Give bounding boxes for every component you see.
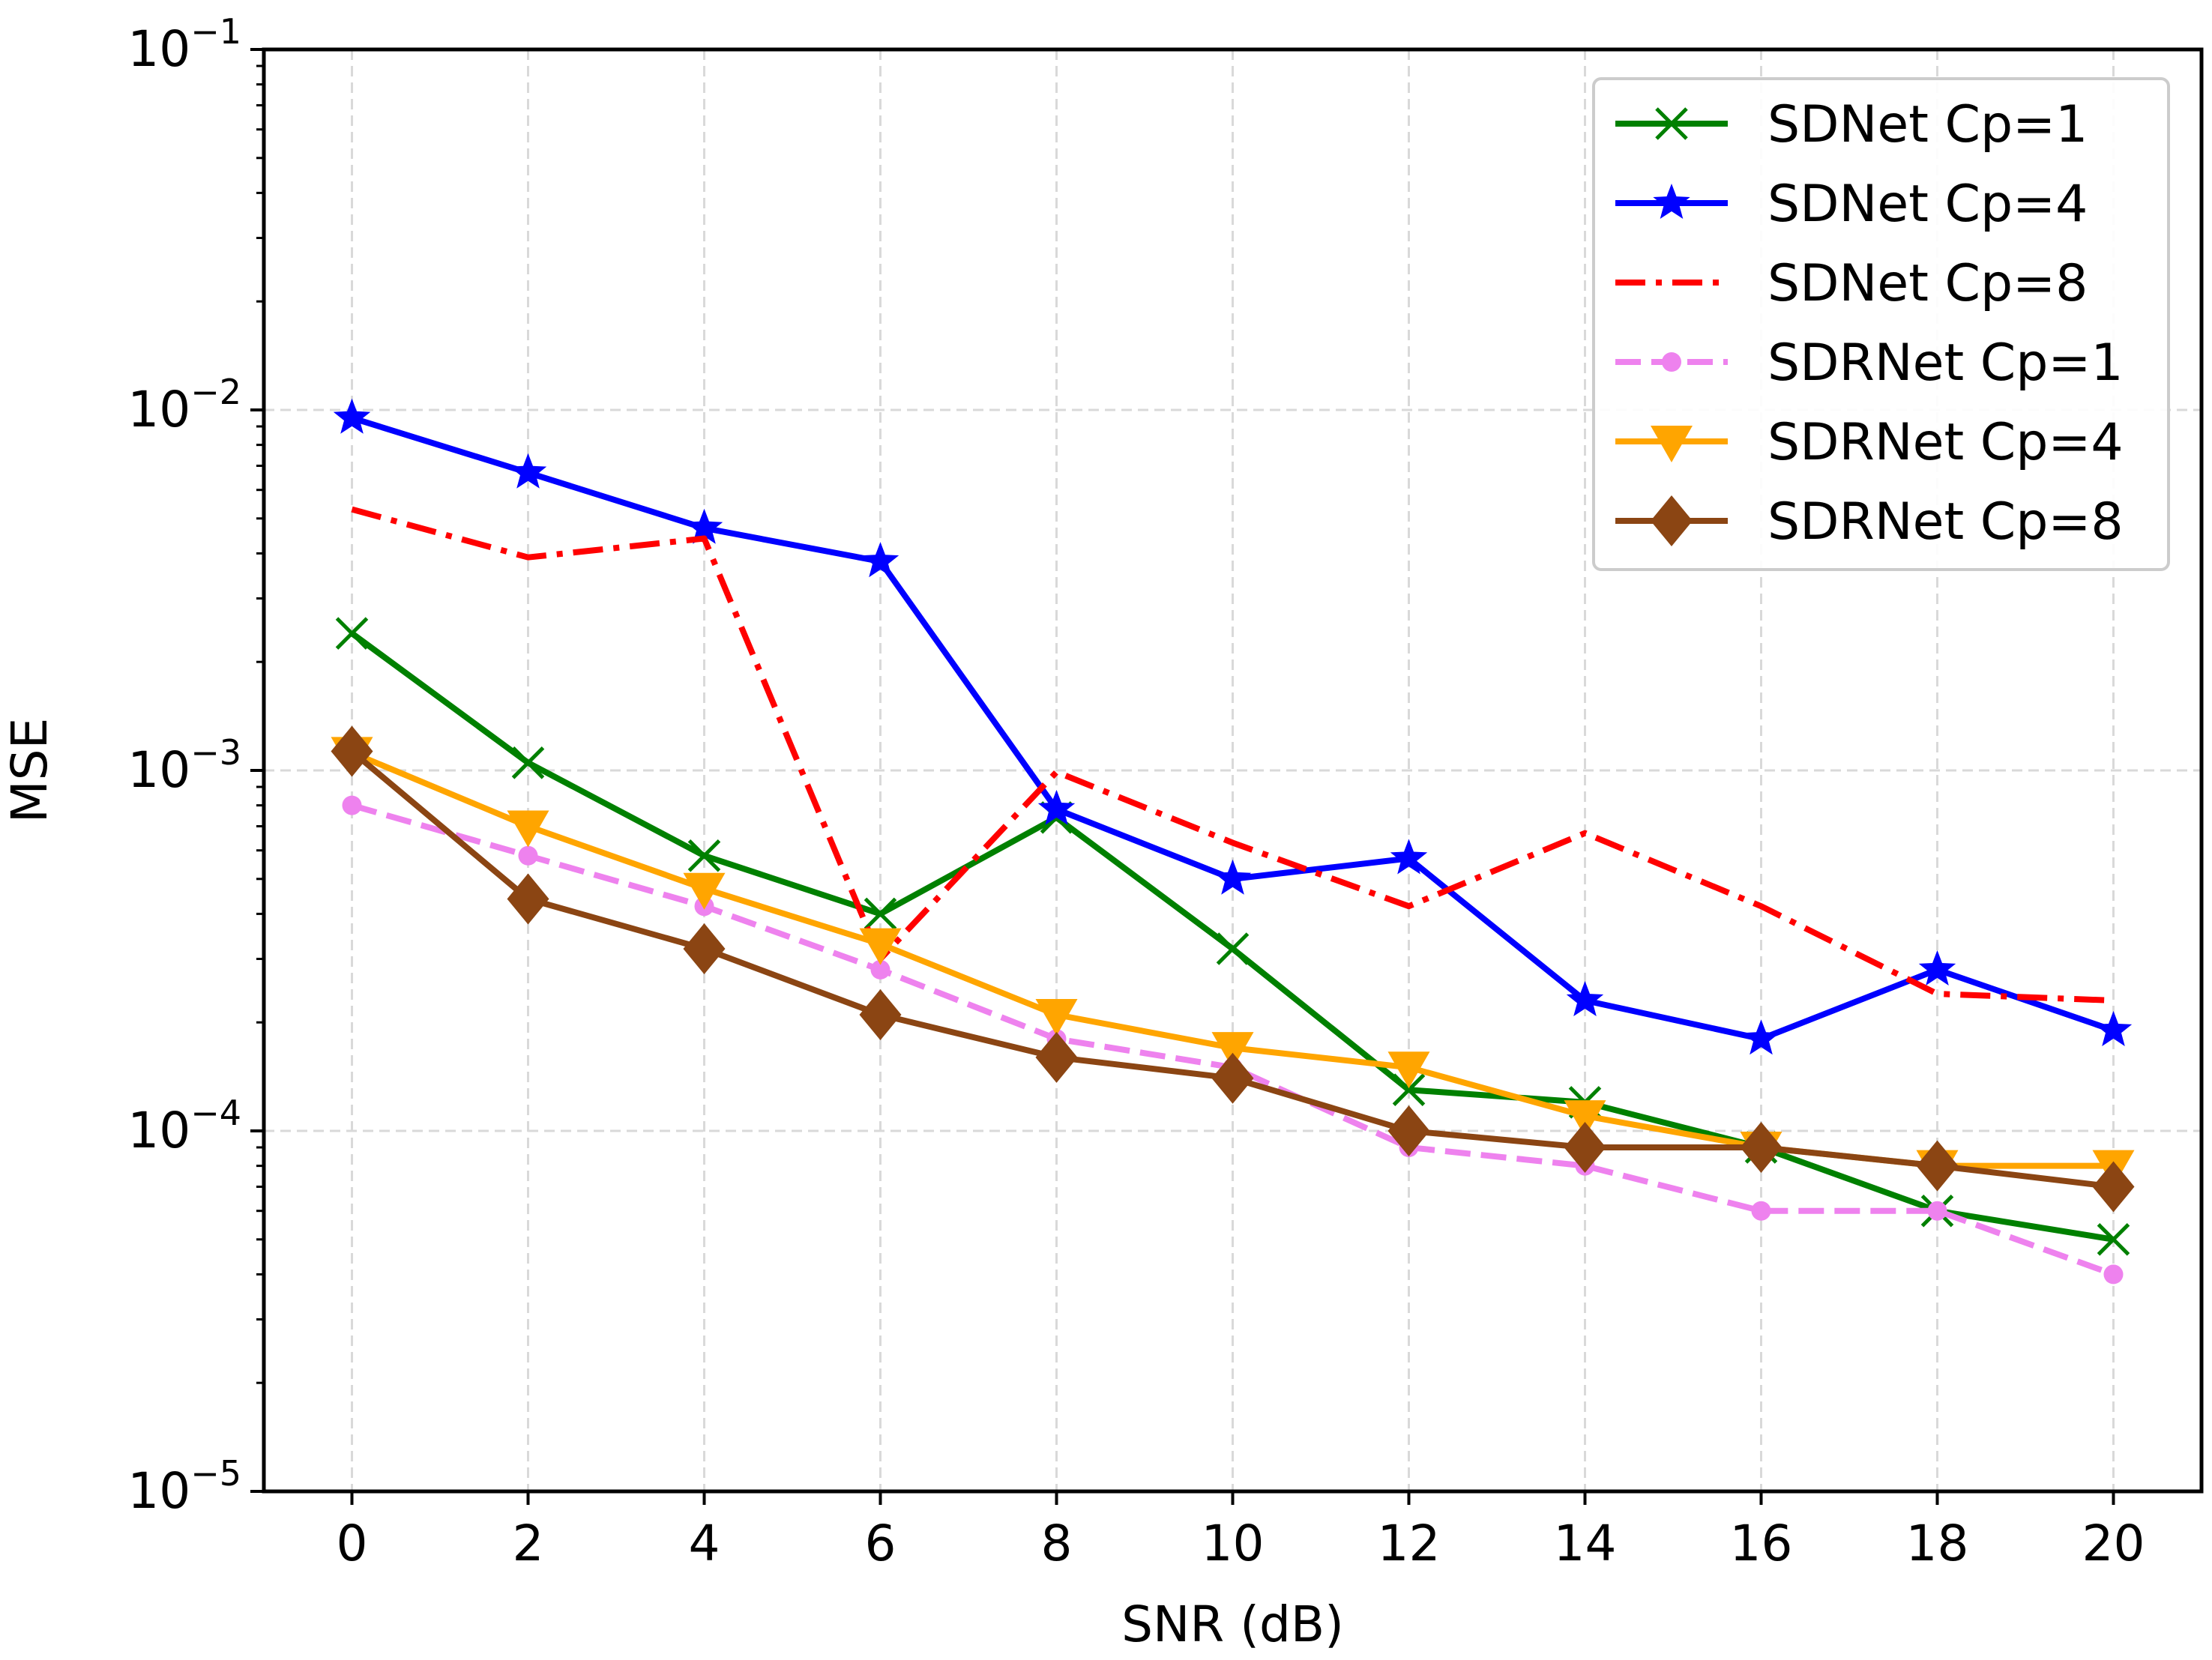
legend-label: SDNet Cp=1 xyxy=(1768,95,2088,154)
x-tick-label: 4 xyxy=(689,1515,720,1572)
data-point-marker xyxy=(2094,1010,2133,1046)
data-point-marker xyxy=(683,872,726,910)
data-point-marker xyxy=(1916,1140,1959,1192)
data-point-marker xyxy=(1566,981,1604,1016)
data-point-marker xyxy=(1740,1122,1782,1174)
series-layer xyxy=(331,398,2135,1285)
data-point-marker xyxy=(1035,1031,1078,1083)
data-point-marker xyxy=(861,542,899,578)
series-line xyxy=(350,630,2115,1243)
data-point-marker xyxy=(1211,1032,1254,1069)
x-tick-label: 10 xyxy=(1202,1515,1265,1572)
x-tick-label: 2 xyxy=(513,1515,544,1572)
y-tick-base: 10 xyxy=(127,1102,190,1159)
legend-marker xyxy=(1651,495,1693,546)
legend-marker xyxy=(1651,426,1693,462)
x-tick-label: 6 xyxy=(865,1515,896,1572)
y-tick-base: 10 xyxy=(127,741,190,799)
y-tick-base: 10 xyxy=(127,381,190,438)
y-tick-exponent: −4 xyxy=(190,1093,241,1133)
data-point-marker xyxy=(1214,859,1252,895)
legend-entry: SDNet Cp=1 xyxy=(1615,95,2088,154)
data-point-marker xyxy=(507,873,549,925)
data-point-marker xyxy=(683,923,726,975)
data-point-marker xyxy=(1211,1052,1254,1104)
y-tick-exponent: −2 xyxy=(190,372,241,412)
series-sdnet-cp-8 xyxy=(351,506,2114,1003)
data-point-marker xyxy=(1392,1073,1426,1106)
legend-label: SDNet Cp=8 xyxy=(1768,254,2088,313)
data-point-marker xyxy=(687,839,721,872)
data-point-marker xyxy=(685,508,723,544)
legend: SDNet Cp=1 SDNet Cp=4 SDNet Cp=8 SDRNet Cp=… xyxy=(1592,77,2170,571)
data-point-marker xyxy=(1927,1201,1947,1221)
legend-label: SDRNet Cp=1 xyxy=(1768,333,2124,393)
legend-entry: SDRNet Cp=4 xyxy=(1615,413,2124,472)
y-tick-label: 10−3 xyxy=(127,732,241,799)
data-point-marker xyxy=(1918,950,1956,986)
data-point-marker xyxy=(2097,1223,2130,1256)
y-tick-label: 10−4 xyxy=(127,1093,241,1159)
series-line xyxy=(351,506,2114,1003)
data-point-marker xyxy=(2092,1161,2135,1213)
y-tick-label: 10−2 xyxy=(127,372,241,438)
y-axis-ticks: 10−510−410−310−210−1 xyxy=(127,11,264,1520)
legend-box xyxy=(1592,77,2170,571)
legend-label: SDRNet Cp=4 xyxy=(1768,413,2124,472)
y-tick-base: 10 xyxy=(127,1462,190,1520)
data-point-marker xyxy=(870,959,890,980)
data-point-marker xyxy=(864,897,897,931)
x-tick-label: 12 xyxy=(1378,1515,1441,1572)
legend-label: SDNet Cp=4 xyxy=(1768,175,2088,234)
data-point-marker xyxy=(1387,1105,1430,1156)
x-axis-ticks: 0 2 4 6 8 10 12 14 16 18 20 xyxy=(337,1491,2145,1572)
legend-marker xyxy=(1655,107,1688,140)
y-axis-label: MSE xyxy=(1,718,58,824)
x-tick-label: 14 xyxy=(1554,1515,1617,1572)
data-point-marker xyxy=(1742,1019,1780,1055)
legend-entry: SDNet Cp=8 xyxy=(1615,254,2088,313)
data-point-marker xyxy=(1037,789,1076,825)
data-point-marker xyxy=(1216,932,1250,965)
data-point-marker xyxy=(509,453,547,489)
legend-label: SDRNet Cp=8 xyxy=(1768,492,2124,552)
data-point-marker xyxy=(1564,1100,1606,1138)
series-sdrnet-cp-8 xyxy=(331,725,2135,1213)
y-tick-label: 10−5 xyxy=(127,1453,241,1520)
data-point-marker xyxy=(331,725,373,777)
data-point-marker xyxy=(859,989,902,1041)
legend-entry: SDRNet Cp=8 xyxy=(1615,492,2124,552)
y-tick-base: 10 xyxy=(127,20,190,78)
y-tick-label: 10−1 xyxy=(127,11,241,78)
data-point-marker xyxy=(1390,839,1428,875)
series-sdnet-cp-4 xyxy=(333,398,2133,1055)
data-point-marker xyxy=(1751,1201,1771,1221)
data-point-marker xyxy=(1035,999,1078,1036)
data-point-marker xyxy=(518,845,538,866)
data-point-marker xyxy=(333,398,371,434)
legend-entry: SDRNet Cp=1 xyxy=(1615,333,2124,393)
x-tick-label: 20 xyxy=(2082,1515,2145,1572)
data-point-marker xyxy=(859,928,902,965)
data-point-marker xyxy=(1564,1122,1606,1174)
y-tick-exponent: −1 xyxy=(190,11,241,52)
data-point-marker xyxy=(342,795,362,815)
x-tick-label: 18 xyxy=(1906,1515,1969,1572)
y-tick-exponent: −3 xyxy=(190,732,241,773)
y-tick-exponent: −5 xyxy=(190,1453,241,1494)
data-point-marker xyxy=(1387,1051,1430,1089)
data-point-marker xyxy=(511,746,545,779)
x-tick-label: 0 xyxy=(337,1515,368,1572)
data-point-marker xyxy=(335,617,369,650)
x-tick-label: 8 xyxy=(1041,1515,1073,1572)
x-axis-label: SNR (dB) xyxy=(1121,1596,1344,1653)
data-point-marker xyxy=(507,810,549,848)
legend-marker xyxy=(1662,352,1681,372)
legend-entry: SDNet Cp=4 xyxy=(1615,175,2088,234)
legend-marker xyxy=(1653,184,1690,219)
data-point-marker xyxy=(2103,1264,2124,1285)
x-tick-label: 16 xyxy=(1730,1515,1793,1572)
